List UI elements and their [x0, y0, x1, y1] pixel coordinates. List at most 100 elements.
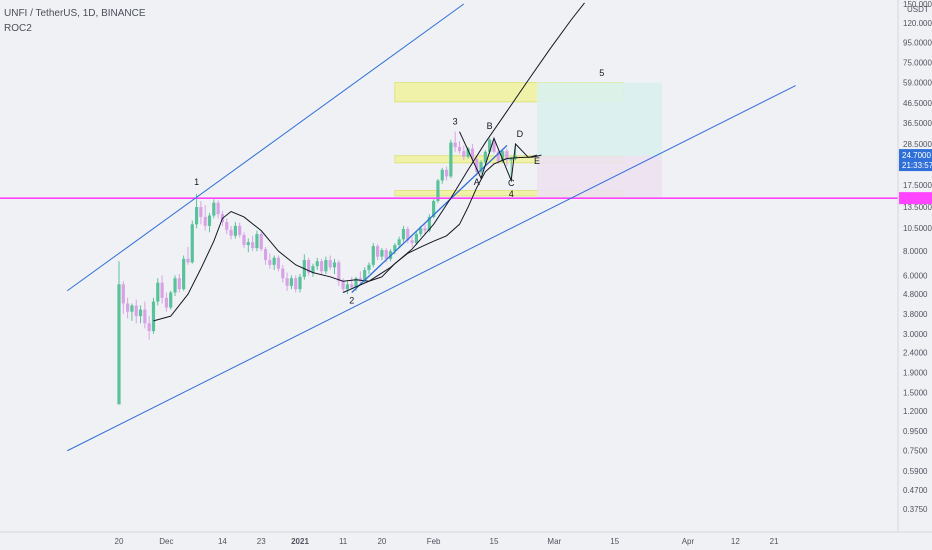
- candle-body: [212, 202, 216, 216]
- time-axis[interactable]: 20 Dec 14 23 2021 11 20 Feb 15 Mar 15 Apr 12 21: [0, 531, 932, 546]
- candle-body: [246, 242, 250, 246]
- candle-body: [488, 139, 492, 152]
- price-tick-label: 13.5000: [903, 203, 932, 212]
- symbol-title[interactable]: UNFI / TetherUS, 1D, BINANCE: [4, 8, 146, 19]
- candle-body: [151, 301, 156, 332]
- price-tick-label: 3.0000: [903, 330, 928, 339]
- candle-body: [479, 162, 483, 172]
- candle-body: [341, 281, 345, 290]
- candle-body: [182, 258, 186, 290]
- wave-label-5: 5: [599, 68, 604, 78]
- price-tick-label: 1.2000: [903, 407, 928, 416]
- candle-body: [117, 284, 121, 405]
- price-tick-label: 4.8000: [903, 290, 928, 299]
- candle-body: [470, 148, 475, 160]
- candle-body: [126, 303, 130, 312]
- price-tick-label: 150.0000: [903, 0, 932, 9]
- candles-layer: [117, 131, 518, 405]
- wave-path: [459, 131, 538, 183]
- zones-layer: [394, 82, 663, 199]
- annotations-layer: 1 2 3 A B C D E 4 5: [194, 68, 604, 306]
- candle-body: [513, 156, 518, 159]
- channel-line: [67, 85, 796, 452]
- candle-body: [354, 278, 358, 288]
- candle-body: [414, 234, 418, 244]
- candle-body: [444, 169, 449, 177]
- chart-legend: UNFI / TetherUS, 1D, BINANCE ROC2: [4, 6, 146, 36]
- candle-body: [285, 278, 289, 286]
- price-tick-label: 75.0000: [903, 58, 932, 67]
- wave-label-3: 3: [453, 116, 458, 126]
- channel-line: [66, 3, 465, 292]
- wave-label-E: E: [534, 156, 540, 166]
- price-tick-label: 17.5000: [903, 181, 932, 190]
- price-tick-label: 1.5000: [903, 388, 928, 397]
- price-axis[interactable]: 150.0000 120.0000 95.0000 75.0000 59.0000 46.…: [897, 0, 932, 532]
- candle-body: [160, 282, 164, 298]
- candle-body: [462, 151, 466, 157]
- countdown-label: 21:33:57: [902, 161, 932, 170]
- candle-body: [307, 260, 311, 273]
- candle-body: [242, 234, 246, 246]
- time-tick-label: Apr: [682, 537, 695, 546]
- candle-body: [423, 228, 427, 231]
- price-tick-label: 0.5900: [903, 467, 928, 476]
- candle-body: [138, 309, 143, 317]
- candle-body: [229, 229, 233, 236]
- candle-body: [406, 229, 410, 241]
- time-tick-label: 14: [218, 537, 227, 546]
- price-tick-label: 0.7500: [903, 447, 928, 456]
- candle-body: [177, 278, 181, 290]
- candle-body: [315, 261, 319, 267]
- support-trend-line: [351, 145, 508, 293]
- time-tick-label: 23: [257, 537, 266, 546]
- candle-body: [207, 215, 212, 226]
- indicator-label[interactable]: ROC2: [4, 23, 32, 34]
- price-tick-label: 0.4700: [903, 486, 928, 495]
- price-tick-label: 8.0000: [903, 247, 928, 256]
- time-tick-label: 11: [339, 537, 348, 546]
- candle-body: [432, 201, 436, 217]
- candle-body: [350, 284, 354, 288]
- horizontal-level-badge: [899, 192, 932, 205]
- wave-label-B: B: [487, 121, 493, 131]
- candle-body: [345, 284, 350, 290]
- candle-body: [419, 228, 423, 235]
- candle-body: [225, 222, 229, 230]
- current-price-label: 24.7000: [902, 151, 931, 160]
- candle-body: [190, 224, 194, 263]
- candle-body: [483, 151, 487, 163]
- candle-body: [251, 242, 255, 249]
- price-tick-label: 6.0000: [903, 271, 928, 280]
- candle-body: [324, 260, 328, 272]
- candle-body: [268, 260, 272, 265]
- time-tick-label: 20: [115, 537, 124, 546]
- candle-body: [173, 278, 177, 293]
- time-tick-label: 12: [731, 537, 740, 546]
- time-tick-label: 15: [490, 537, 499, 546]
- price-tick-label: 3.8000: [903, 310, 928, 319]
- candle-body: [496, 151, 500, 162]
- candle-body: [363, 269, 367, 282]
- price-tick-label: 120.0000: [903, 19, 932, 28]
- candle-body: [147, 323, 151, 332]
- candle-body: [509, 158, 513, 161]
- candle-body: [298, 276, 302, 290]
- candle-body: [169, 292, 173, 308]
- candle-body: [255, 234, 259, 249]
- candle-body: [199, 207, 203, 217]
- candle-body: [311, 266, 315, 273]
- candle-body: [263, 249, 268, 261]
- time-tick-label: 2021: [291, 537, 309, 546]
- candle-body: [134, 305, 138, 317]
- candle-body: [203, 216, 207, 226]
- wave-label-D: D: [517, 129, 524, 139]
- candle-body: [457, 147, 462, 152]
- price-tick-label: 1.9000: [903, 368, 928, 377]
- candle-body: [440, 169, 444, 181]
- candle-body: [238, 225, 242, 235]
- price-tick-label: 46.5000: [903, 99, 932, 108]
